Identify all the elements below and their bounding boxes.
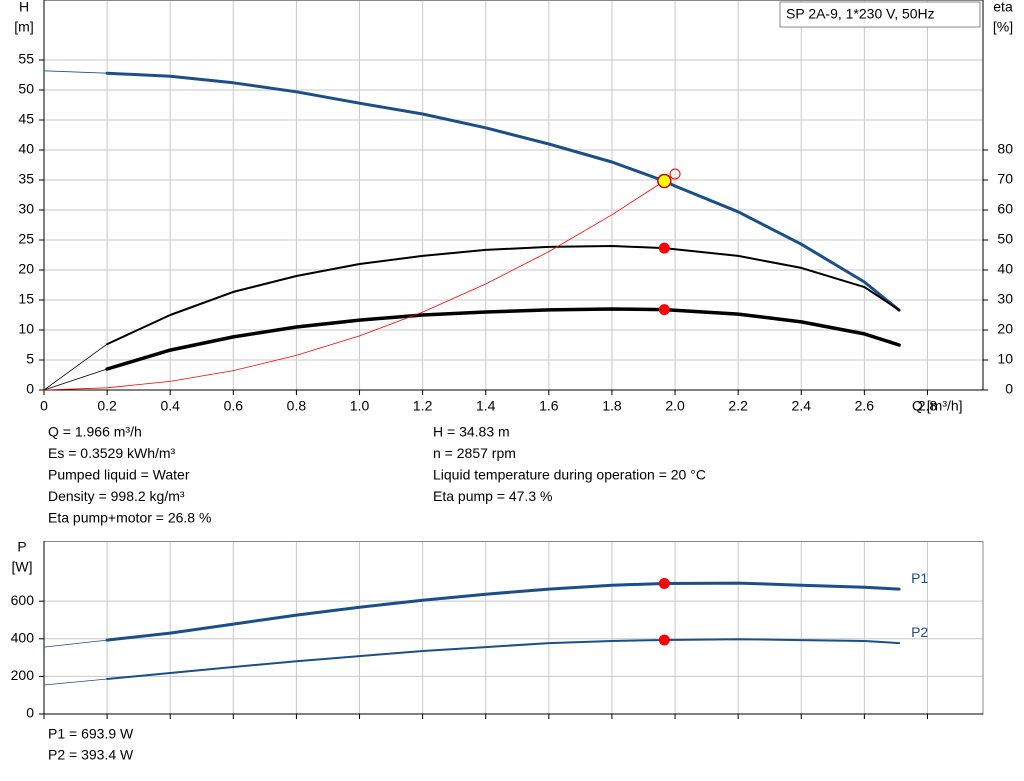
readout: n = 2857 rpm: [433, 445, 516, 461]
title-box: [779, 1, 981, 28]
y-tick-label: 40: [18, 141, 34, 157]
y2-axis-label: [%]: [993, 19, 1013, 35]
readout: Q = 1.966 m³/h: [48, 424, 142, 440]
readout: Density = 998.2 kg/m³: [48, 488, 185, 504]
y-axis-label: [m]: [14, 19, 33, 35]
operating-point: [658, 242, 670, 254]
y2-axis-label: eta: [993, 0, 1013, 15]
curve: [43, 368, 108, 391]
operating-point: [658, 304, 670, 316]
curve: [43, 343, 108, 391]
y-tick-label: 5: [26, 351, 34, 367]
curve: [106, 638, 901, 680]
readout: H = 34.83 m: [433, 424, 510, 440]
series-label: P1: [911, 570, 928, 586]
x-tick-label: 2.2: [728, 398, 748, 414]
x-axis-label: Q [m³/h]: [912, 398, 963, 414]
y2-tick-label: 30: [997, 291, 1013, 307]
x-tick-label: 1.2: [413, 398, 433, 414]
y2-tick-label: 50: [997, 231, 1013, 247]
curve: [105, 71, 901, 312]
x-tick-label: 0.2: [97, 398, 117, 414]
curve: [43, 678, 108, 686]
curve: [106, 245, 901, 346]
y-tick-label: 15: [18, 291, 34, 307]
y2-tick-label: 70: [997, 171, 1013, 187]
series-label: P2: [911, 624, 928, 640]
x-tick-label: 1.8: [602, 398, 622, 414]
y-tick-label: 55: [18, 51, 34, 67]
x-tick-label: 2.4: [792, 398, 812, 414]
curve: [43, 639, 108, 648]
x-tick-label: 1.6: [539, 398, 559, 414]
reference-point: [669, 168, 681, 180]
y-tick-label: 20: [18, 261, 34, 277]
y-axis-label: P: [17, 539, 26, 555]
operating-point: [658, 634, 670, 646]
x-tick-label: 1.0: [350, 398, 370, 414]
readout: Eta pump+motor = 26.8 %: [48, 510, 211, 526]
x-tick-label: 2.6: [855, 398, 875, 414]
y-tick-label: 25: [18, 231, 34, 247]
y2-tick-label: 40: [997, 261, 1013, 277]
readout: Liquid temperature during operation = 20…: [433, 467, 706, 483]
y-tick-label: 35: [18, 171, 34, 187]
chart-title: SP 2A-9, 1*230 V, 50Hz: [786, 6, 935, 22]
y-tick-label: 0: [26, 381, 34, 397]
y-tick-label: 400: [11, 629, 35, 645]
x-tick-label: 2.8: [918, 398, 938, 414]
x-tick-label: 0.8: [287, 398, 307, 414]
y-tick-label: 50: [18, 81, 34, 97]
readout: Eta pump = 47.3 %: [433, 488, 552, 504]
curve: [43, 70, 108, 74]
x-tick-label: 0.6: [224, 398, 244, 414]
y2-tick-label: 80: [997, 141, 1013, 157]
y-tick-label: 30: [18, 201, 34, 217]
readout: Pumped liquid = Water: [48, 467, 190, 483]
x-tick-label: 0.4: [160, 398, 180, 414]
operating-point: [657, 173, 672, 189]
y2-tick-label: 0: [1005, 381, 1013, 397]
y2-tick-label: 20: [997, 321, 1013, 337]
curve: [105, 307, 901, 371]
y-tick-label: 45: [18, 111, 34, 127]
y2-tick-label: 10: [997, 351, 1013, 367]
readout: Es = 0.3529 kWh/m³: [48, 445, 176, 461]
operating-point: [658, 578, 670, 590]
y-tick-label: 0: [26, 705, 34, 721]
y-tick-label: 200: [11, 667, 35, 683]
curve: [105, 581, 901, 642]
y-axis-label: [W]: [12, 559, 33, 575]
x-tick-label: 1.4: [476, 398, 496, 414]
curve: [43, 180, 665, 391]
x-tick-label: 0: [40, 398, 48, 414]
readout: P2 = 393.4 W: [48, 747, 134, 763]
y-tick-label: 600: [11, 592, 35, 608]
readout: P1 = 693.9 W: [48, 726, 134, 742]
y-axis-label: H: [19, 0, 29, 15]
x-tick-label: 2.0: [665, 398, 685, 414]
y2-tick-label: 60: [997, 201, 1013, 217]
y-tick-label: 10: [18, 321, 34, 337]
